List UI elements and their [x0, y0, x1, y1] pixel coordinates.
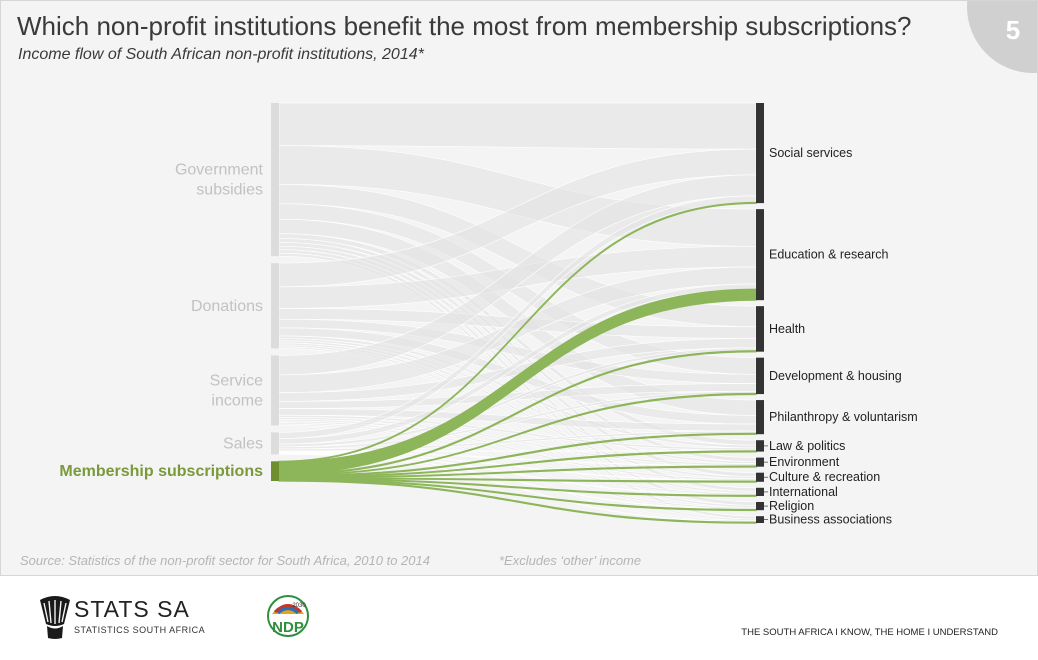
destination-node — [756, 209, 764, 301]
destination-label: Philanthropy & voluntarism — [769, 410, 918, 424]
destination-label: Law & politics — [769, 439, 845, 453]
footer-bar: STATS SA STATISTICS SOUTH AFRICA 2030 ND… — [0, 576, 1038, 660]
ndp-text: NDP — [272, 619, 304, 636]
source-node — [271, 355, 279, 426]
page-title: Which non-profit institutions benefit th… — [17, 11, 912, 41]
source-label: income — [211, 392, 263, 409]
flow-membership — [278, 201, 757, 463]
flow-membership — [278, 432, 757, 478]
flow-membership — [278, 465, 757, 479]
destination-node — [756, 440, 764, 452]
ndp-year: 2030 — [292, 603, 306, 609]
membership-flows — [278, 201, 757, 524]
source-node — [271, 263, 279, 349]
destination-label: Religion — [769, 499, 814, 513]
source-node — [271, 461, 279, 481]
flow-membership — [278, 450, 757, 478]
destination-node — [756, 501, 764, 511]
flow-membership — [278, 479, 757, 524]
source-node — [271, 103, 279, 257]
page-subtitle: Income flow of South African non-profit … — [18, 46, 424, 63]
ndp-logo: 2030 NDP — [267, 595, 309, 637]
source-nodes: Government subsidies Donations Service incom… — [59, 103, 279, 481]
flow-gray — [278, 102, 757, 150]
destination-label: Education & research — [769, 248, 889, 262]
sankey-chart: Government subsidies Donations Service incom… — [59, 102, 918, 527]
infographic-card: Which non-profit institutions benefit th… — [0, 0, 1038, 576]
tagline: THE SOUTH AFRICA I KNOW, THE HOME I UNDE… — [741, 627, 998, 638]
slide-number: 5 — [1005, 15, 1021, 45]
flow-membership — [278, 350, 757, 476]
destination-label: Culture & recreation — [769, 470, 880, 484]
destination-node — [756, 306, 764, 352]
stats-sa-logo: STATS SA STATISTICS SOUTH AFRICA — [38, 594, 218, 640]
destination-label: Health — [769, 322, 805, 336]
source-node — [271, 432, 279, 455]
destination-node — [756, 457, 764, 467]
flow-membership — [278, 392, 757, 477]
source-note: Source: Statistics of the non-profit sec… — [20, 553, 430, 568]
flow-membership — [278, 478, 757, 497]
basket-icon — [40, 596, 70, 639]
destination-node — [756, 472, 764, 482]
destination-label: Business associations — [769, 513, 892, 527]
destination-node — [756, 103, 764, 204]
destination-label: International — [769, 485, 838, 499]
destination-label: Development & housing — [769, 369, 902, 383]
org-full-name: STATISTICS SOUTH AFRICA — [74, 625, 206, 635]
footnote: *Excludes ‘other’ income — [499, 553, 642, 568]
source-label: Service — [210, 372, 263, 389]
destination-label: Environment — [769, 455, 840, 469]
source-label: subsidies — [196, 182, 263, 199]
org-name: STATS SA — [74, 596, 190, 622]
flow-membership — [278, 477, 757, 483]
destination-node — [756, 516, 764, 523]
destination-node — [756, 487, 764, 496]
flow-membership — [278, 478, 757, 512]
source-label: Government — [175, 162, 264, 179]
destination-nodes: Social services Education & research Healt… — [756, 103, 918, 527]
destination-node — [756, 400, 764, 435]
source-label: Sales — [223, 435, 263, 452]
source-label: Donations — [191, 298, 263, 315]
source-label: Membership subscriptions — [59, 463, 263, 480]
destination-node — [756, 357, 764, 395]
destination-label: Social services — [769, 146, 852, 160]
